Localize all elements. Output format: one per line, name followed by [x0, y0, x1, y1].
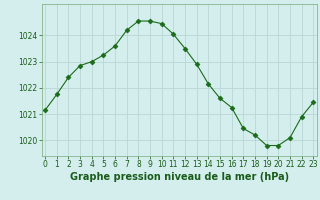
X-axis label: Graphe pression niveau de la mer (hPa): Graphe pression niveau de la mer (hPa) — [70, 172, 289, 182]
